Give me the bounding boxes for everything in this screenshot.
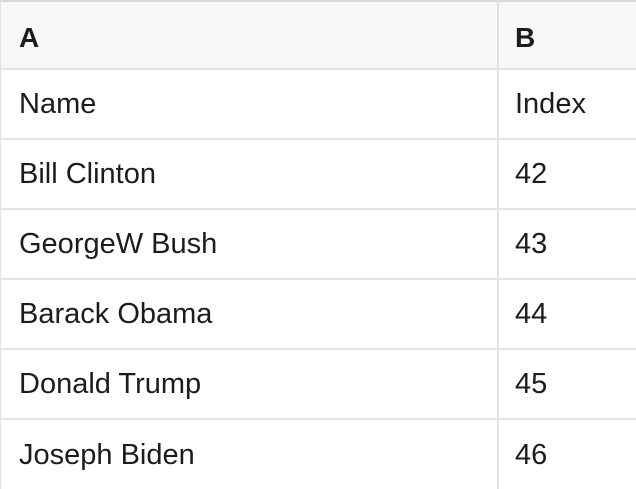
cell-b3[interactable]: 43 (515, 227, 548, 260)
cell-b2[interactable]: 42 (515, 157, 548, 190)
cell-a5[interactable]: Donald Trump (1, 350, 499, 418)
table-row-4: Barack Obama 44 (1, 280, 636, 350)
table-row-5: Donald Trump 45 (1, 350, 636, 420)
table-row-1: Name Index (1, 70, 636, 140)
cell-b5[interactable]: 45 (515, 367, 548, 400)
cell-a1[interactable]: Name (1, 70, 499, 138)
cell-a6[interactable]: Joseph Biden (1, 420, 499, 489)
cell-b1[interactable]: Index (515, 87, 586, 120)
table-row-6: Joseph Biden 46 (1, 420, 636, 489)
cell-a4[interactable]: Barack Obama (1, 280, 499, 348)
cell-a3[interactable]: GeorgeW Bush (1, 210, 499, 278)
cell-a2[interactable]: Bill Clinton (1, 140, 499, 208)
column-header-row: A B (1, 2, 636, 70)
column-header-b[interactable]: B (515, 21, 536, 53)
column-header-a[interactable]: A (1, 2, 499, 68)
table-row-3: GeorgeW Bush 43 (1, 210, 636, 280)
table-row-2: Bill Clinton 42 (1, 140, 636, 210)
cell-b4[interactable]: 44 (515, 297, 548, 330)
cell-b6[interactable]: 46 (515, 438, 548, 471)
